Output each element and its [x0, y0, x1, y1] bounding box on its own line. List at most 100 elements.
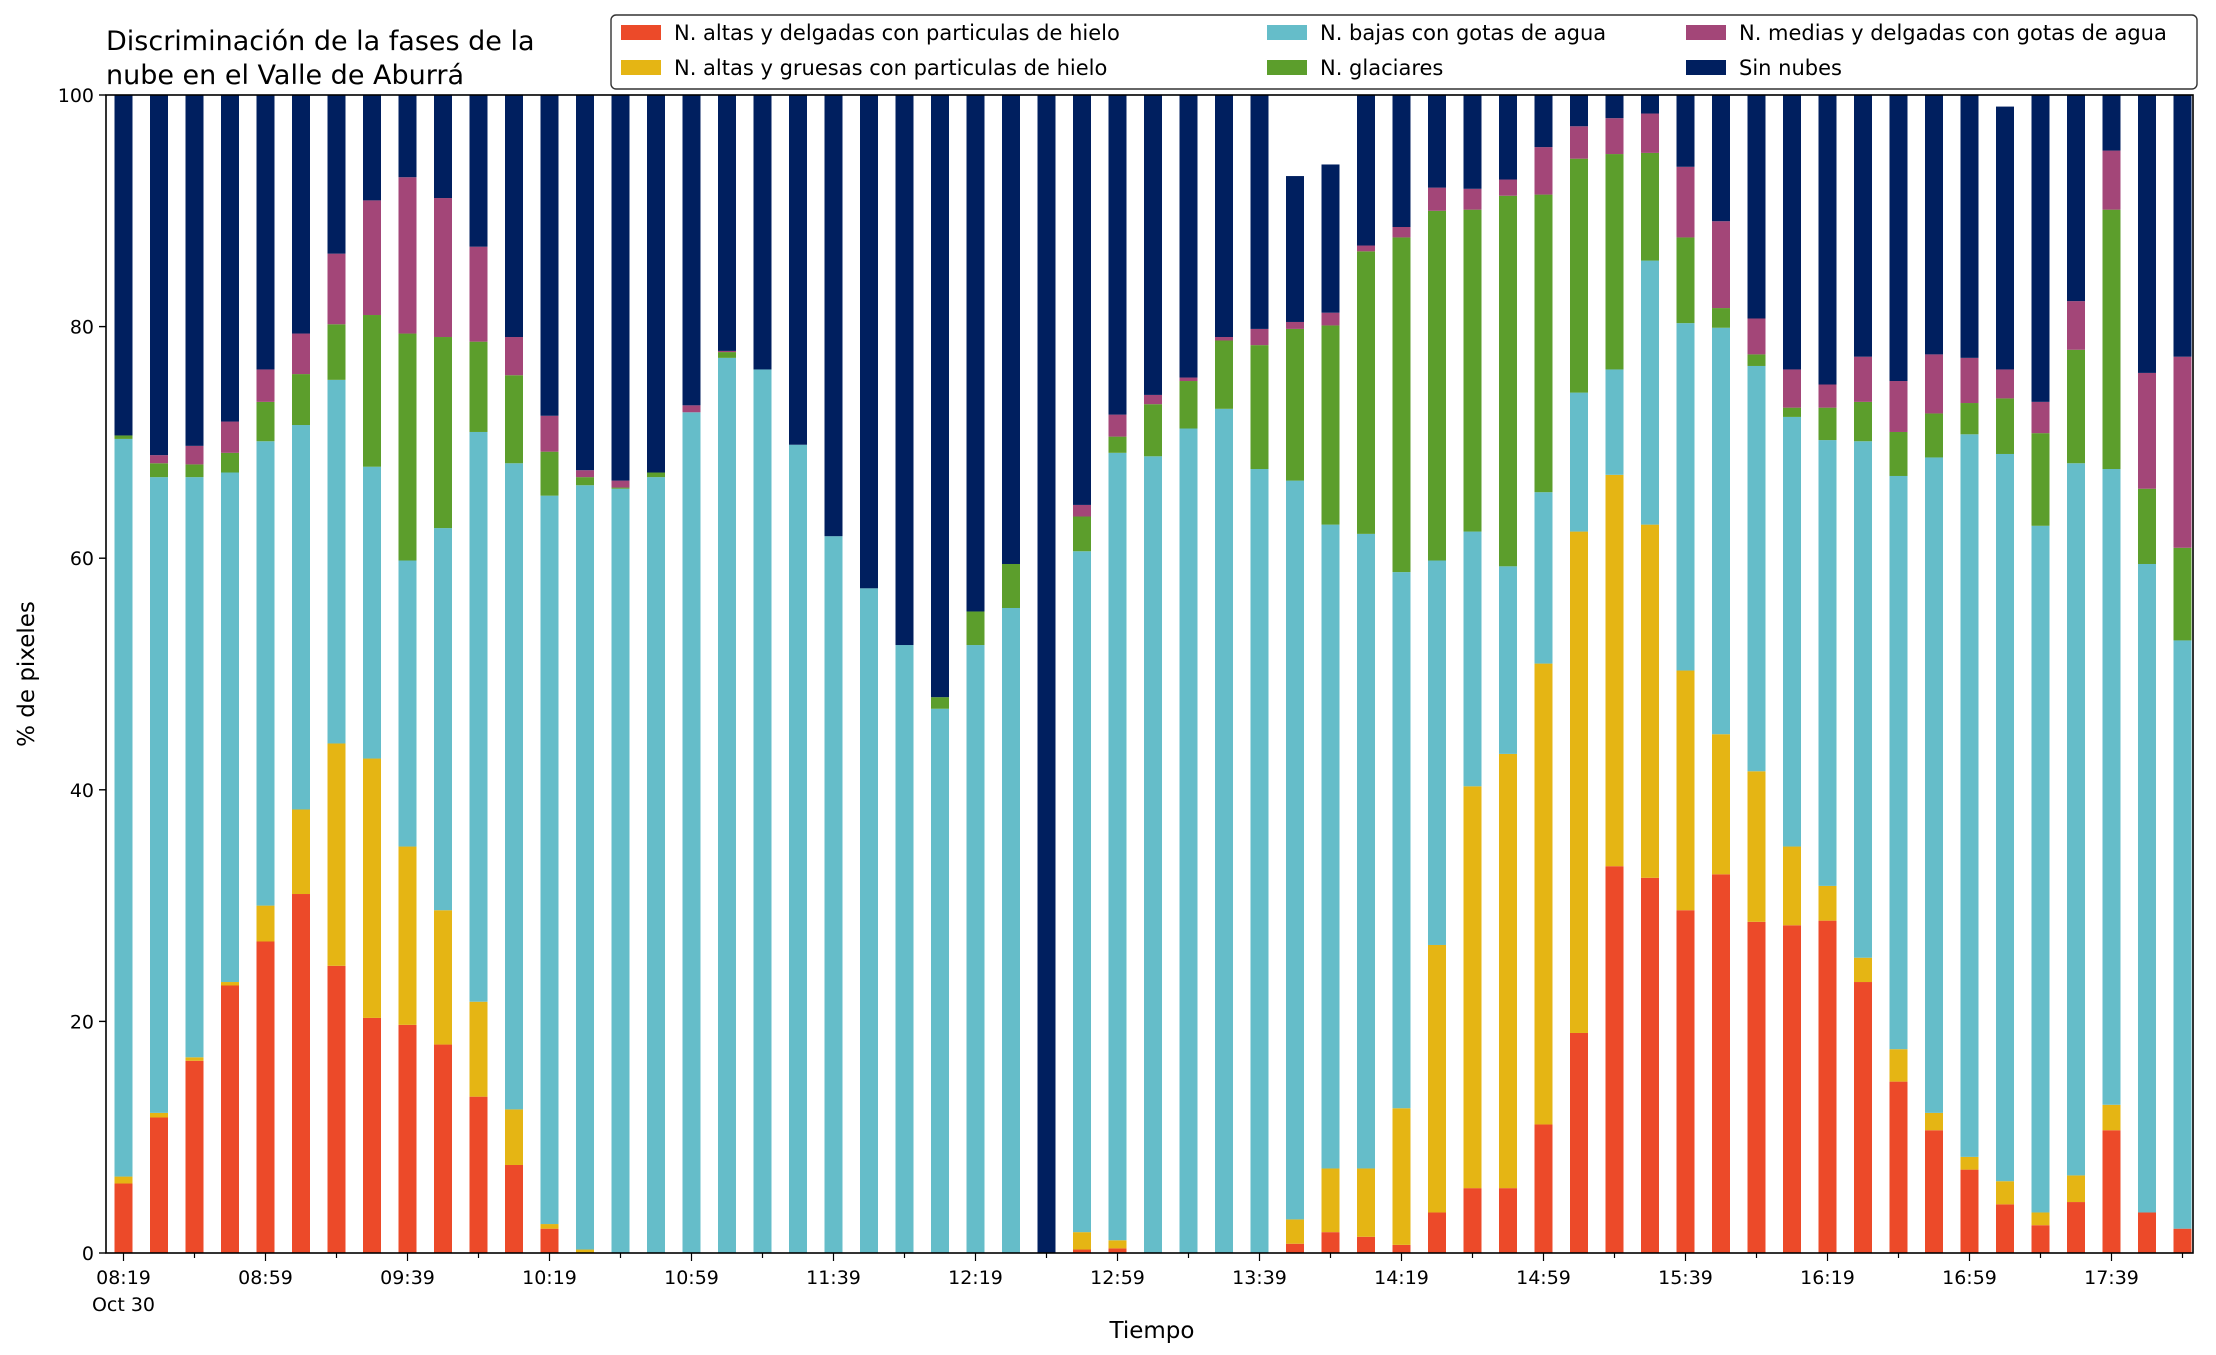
bar-segment-2-50: [1889, 475, 1908, 1050]
bar-segment-4-57: [2138, 372, 2156, 489]
x-tick-label: 16:19: [1800, 1267, 1855, 1289]
bar-segment-2-45: [1712, 327, 1730, 735]
bar-segment-3-57: [2138, 488, 2156, 564]
bar-segment-4-28: [1108, 414, 1127, 437]
bar-segment-3-14: [611, 487, 630, 489]
bar-segment-3-39: [1499, 195, 1517, 567]
bar-segment-4-12: [540, 415, 559, 452]
bar-segment-2-35: [1357, 533, 1375, 1169]
bar-segment-1-36: [1392, 1108, 1411, 1245]
bar-segment-4-48: [1818, 384, 1837, 408]
bar-segment-5-28: [1108, 95, 1127, 415]
bar-segment-5-40: [1534, 95, 1553, 148]
bar-segment-2-19: [789, 444, 807, 1254]
legend-swatch-5: [1686, 60, 1726, 75]
bar-segment-1-33: [1286, 1219, 1304, 1244]
legend-label-4: N. medias y delgadas con gotas de agua: [1739, 21, 2167, 45]
bar-segment-2-18: [753, 369, 772, 1253]
bar-segment-4-54: [2031, 401, 2050, 434]
bar-segment-0-8: [398, 1024, 417, 1253]
bar-segment-3-45: [1712, 308, 1730, 328]
bar-segment-2-8: [398, 560, 417, 847]
bar-segment-5-8: [398, 95, 417, 178]
bar-segment-5-44: [1676, 95, 1695, 167]
x-tick-label: 09:39: [380, 1267, 435, 1289]
bar-segment-4-58: [2173, 356, 2192, 548]
bar-segment-2-12: [540, 495, 559, 1225]
bar-segment-5-7: [363, 95, 381, 201]
bar-segment-2-13: [576, 485, 594, 1250]
bar-segment-3-51: [1925, 413, 1943, 458]
bar-segment-1-1: [150, 1112, 168, 1118]
bar-segment-3-23: [931, 697, 949, 709]
x-tick-label: 10:59: [664, 1267, 719, 1289]
bar-segment-2-17: [718, 357, 736, 1253]
bar-segment-3-33: [1286, 328, 1304, 481]
bar-segment-5-36: [1392, 95, 1411, 228]
bar-segment-2-53: [1996, 453, 2014, 1182]
bar-segment-0-55: [2067, 1202, 2085, 1253]
bar-segment-5-29: [1144, 95, 1162, 395]
bar-segment-0-51: [1925, 1130, 1943, 1253]
bar-segment-2-43: [1641, 260, 1659, 525]
bar-segment-3-50: [1889, 431, 1908, 476]
bar-segment-5-4: [256, 95, 275, 370]
bar-segment-0-37: [1428, 1212, 1446, 1253]
bar-segment-2-42: [1605, 369, 1624, 475]
bar-segment-2-23: [931, 708, 949, 1253]
bar-segment-3-9: [434, 337, 452, 529]
bar-segment-0-4: [256, 941, 275, 1253]
bar-segment-4-11: [505, 337, 523, 376]
bar-segment-3-24: [966, 611, 985, 646]
bar-segment-1-34: [1321, 1168, 1340, 1233]
x-tick-label: 08:19: [96, 1267, 151, 1289]
bar-segment-5-56: [2102, 95, 2121, 151]
bar-segment-5-39: [1499, 95, 1517, 180]
bar-segment-4-38: [1463, 188, 1482, 210]
bar-segment-3-42: [1605, 154, 1624, 370]
bar-segment-2-33: [1286, 480, 1304, 1220]
bar-segment-5-26: [1037, 95, 1056, 1253]
bar-segment-2-44: [1676, 323, 1695, 671]
bar-segment-3-25: [1002, 563, 1020, 608]
bar-segment-2-11: [505, 463, 523, 1110]
bar-segment-5-10: [469, 95, 488, 247]
bar-segment-2-31: [1215, 408, 1233, 1253]
bar-segment-2-5: [292, 425, 310, 810]
bar-segment-3-52: [1960, 403, 1979, 435]
bar-segment-5-30: [1179, 95, 1198, 378]
bar-segment-1-51: [1925, 1112, 1943, 1131]
bar-segment-0-41: [1570, 1032, 1588, 1253]
bar-segment-4-52: [1960, 357, 1979, 404]
bar-segment-0-27: [1073, 1249, 1091, 1253]
bar-segment-1-8: [398, 846, 417, 1025]
bar-segment-3-47: [1783, 407, 1801, 417]
bar-segment-1-35: [1357, 1168, 1375, 1237]
bar-segment-1-38: [1463, 786, 1482, 1189]
bar-segment-0-10: [469, 1096, 488, 1253]
bar-segment-0-50: [1889, 1081, 1908, 1253]
y-tick-label: 20: [70, 1011, 94, 1033]
legend-label-3: N. glaciares: [1320, 56, 1443, 80]
legend-swatch-1: [621, 60, 661, 75]
bar-segment-0-12: [540, 1228, 559, 1253]
x-tick-label: 12:19: [948, 1267, 1003, 1289]
bar-segment-2-14: [611, 488, 630, 1254]
bar-segment-4-7: [363, 200, 381, 316]
bar-segment-5-48: [1818, 95, 1837, 385]
bar-segment-2-54: [2031, 525, 2050, 1213]
bar-segment-3-49: [1854, 401, 1872, 442]
bar-segment-4-33: [1286, 321, 1304, 329]
bar-segment-1-5: [292, 809, 310, 895]
legend-label-5: Sin nubes: [1739, 56, 1842, 80]
bar-segment-4-5: [292, 333, 310, 375]
bar-segment-5-16: [682, 95, 701, 406]
bar-segment-4-53: [1996, 369, 2014, 399]
bar-segment-0-53: [1996, 1204, 2014, 1253]
bar-segment-3-31: [1215, 340, 1233, 409]
bar-segment-0-58: [2173, 1228, 2192, 1253]
bar-segment-3-15: [647, 472, 665, 478]
bar-segment-1-39: [1499, 753, 1517, 1189]
bar-segment-3-44: [1676, 237, 1695, 324]
bars-layer: [114, 95, 2192, 1254]
